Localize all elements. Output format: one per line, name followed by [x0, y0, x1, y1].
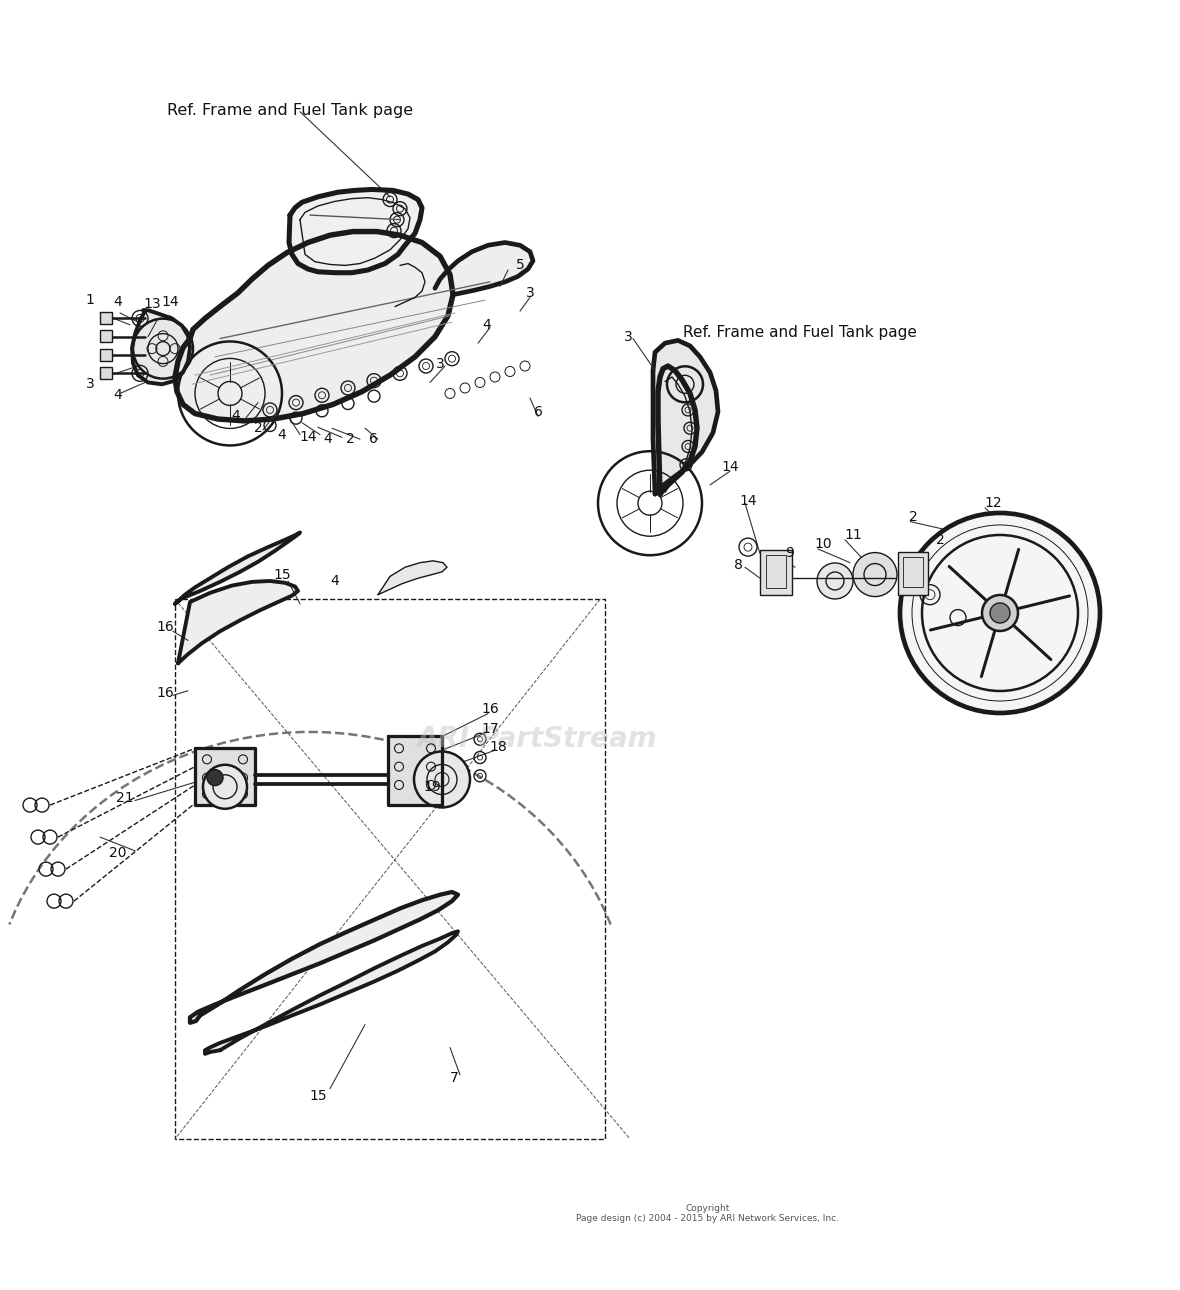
- Text: 15: 15: [309, 1089, 327, 1103]
- Polygon shape: [378, 561, 447, 595]
- Text: 14: 14: [300, 431, 316, 444]
- Circle shape: [900, 513, 1100, 713]
- Text: 2: 2: [936, 533, 944, 547]
- Text: 19: 19: [424, 779, 441, 793]
- Text: 8: 8: [734, 559, 742, 573]
- Text: 6: 6: [533, 405, 543, 419]
- Text: 17: 17: [481, 722, 499, 737]
- Polygon shape: [440, 243, 533, 294]
- Polygon shape: [178, 580, 299, 663]
- Polygon shape: [195, 748, 255, 805]
- Text: 4: 4: [483, 317, 491, 332]
- FancyBboxPatch shape: [100, 348, 112, 360]
- Polygon shape: [175, 231, 453, 421]
- Text: 2: 2: [254, 422, 262, 435]
- Polygon shape: [190, 891, 458, 1023]
- Text: Copyright
Page design (c) 2004 - 2015 by ARI Network Services, Inc.: Copyright Page design (c) 2004 - 2015 by…: [577, 1204, 839, 1223]
- Text: 16: 16: [156, 686, 173, 700]
- Circle shape: [817, 562, 853, 599]
- Polygon shape: [205, 931, 458, 1054]
- Text: 13: 13: [143, 297, 160, 311]
- Text: 3: 3: [525, 286, 535, 299]
- Text: 4: 4: [231, 409, 241, 423]
- Polygon shape: [653, 341, 717, 494]
- Polygon shape: [289, 190, 422, 272]
- FancyBboxPatch shape: [100, 330, 112, 342]
- Text: 14: 14: [739, 494, 756, 508]
- Text: 16: 16: [481, 702, 499, 716]
- Text: 9: 9: [786, 546, 794, 560]
- Text: Ref. Frame and Fuel Tank page: Ref. Frame and Fuel Tank page: [166, 103, 413, 117]
- Text: 14: 14: [721, 459, 739, 473]
- Text: 14: 14: [162, 295, 179, 310]
- Text: 3: 3: [435, 357, 445, 372]
- Text: 6: 6: [368, 432, 378, 446]
- Text: 20: 20: [110, 846, 126, 859]
- Text: 16: 16: [156, 619, 173, 633]
- FancyBboxPatch shape: [100, 366, 112, 379]
- Circle shape: [203, 765, 247, 809]
- Polygon shape: [132, 310, 190, 384]
- Circle shape: [853, 552, 897, 596]
- Text: 12: 12: [984, 497, 1002, 511]
- Text: 2: 2: [909, 510, 917, 524]
- Polygon shape: [658, 366, 697, 494]
- Text: 18: 18: [490, 740, 507, 755]
- FancyBboxPatch shape: [760, 550, 792, 595]
- Polygon shape: [175, 533, 300, 604]
- Text: 5: 5: [516, 258, 524, 272]
- Circle shape: [206, 770, 223, 786]
- Text: 15: 15: [274, 568, 290, 582]
- Circle shape: [982, 595, 1018, 631]
- Text: 4: 4: [277, 427, 287, 441]
- Text: 3: 3: [623, 330, 632, 343]
- Text: 4: 4: [113, 388, 123, 402]
- Text: 2: 2: [346, 432, 354, 446]
- Text: 11: 11: [844, 528, 861, 542]
- Text: ARI PartStream: ARI PartStream: [417, 725, 657, 753]
- FancyBboxPatch shape: [100, 312, 112, 324]
- Text: 1: 1: [86, 293, 94, 307]
- Text: Ref. Frame and Fuel Tank page: Ref. Frame and Fuel Tank page: [683, 325, 917, 339]
- Text: 4: 4: [323, 432, 333, 446]
- Text: 7: 7: [450, 1071, 458, 1085]
- Text: 4: 4: [330, 574, 340, 588]
- Circle shape: [990, 602, 1010, 623]
- Text: 4: 4: [113, 295, 123, 310]
- Text: 3: 3: [86, 377, 94, 391]
- Text: 21: 21: [116, 791, 133, 805]
- Text: 10: 10: [814, 538, 832, 551]
- FancyBboxPatch shape: [898, 552, 927, 595]
- Circle shape: [414, 752, 470, 808]
- Polygon shape: [388, 737, 442, 805]
